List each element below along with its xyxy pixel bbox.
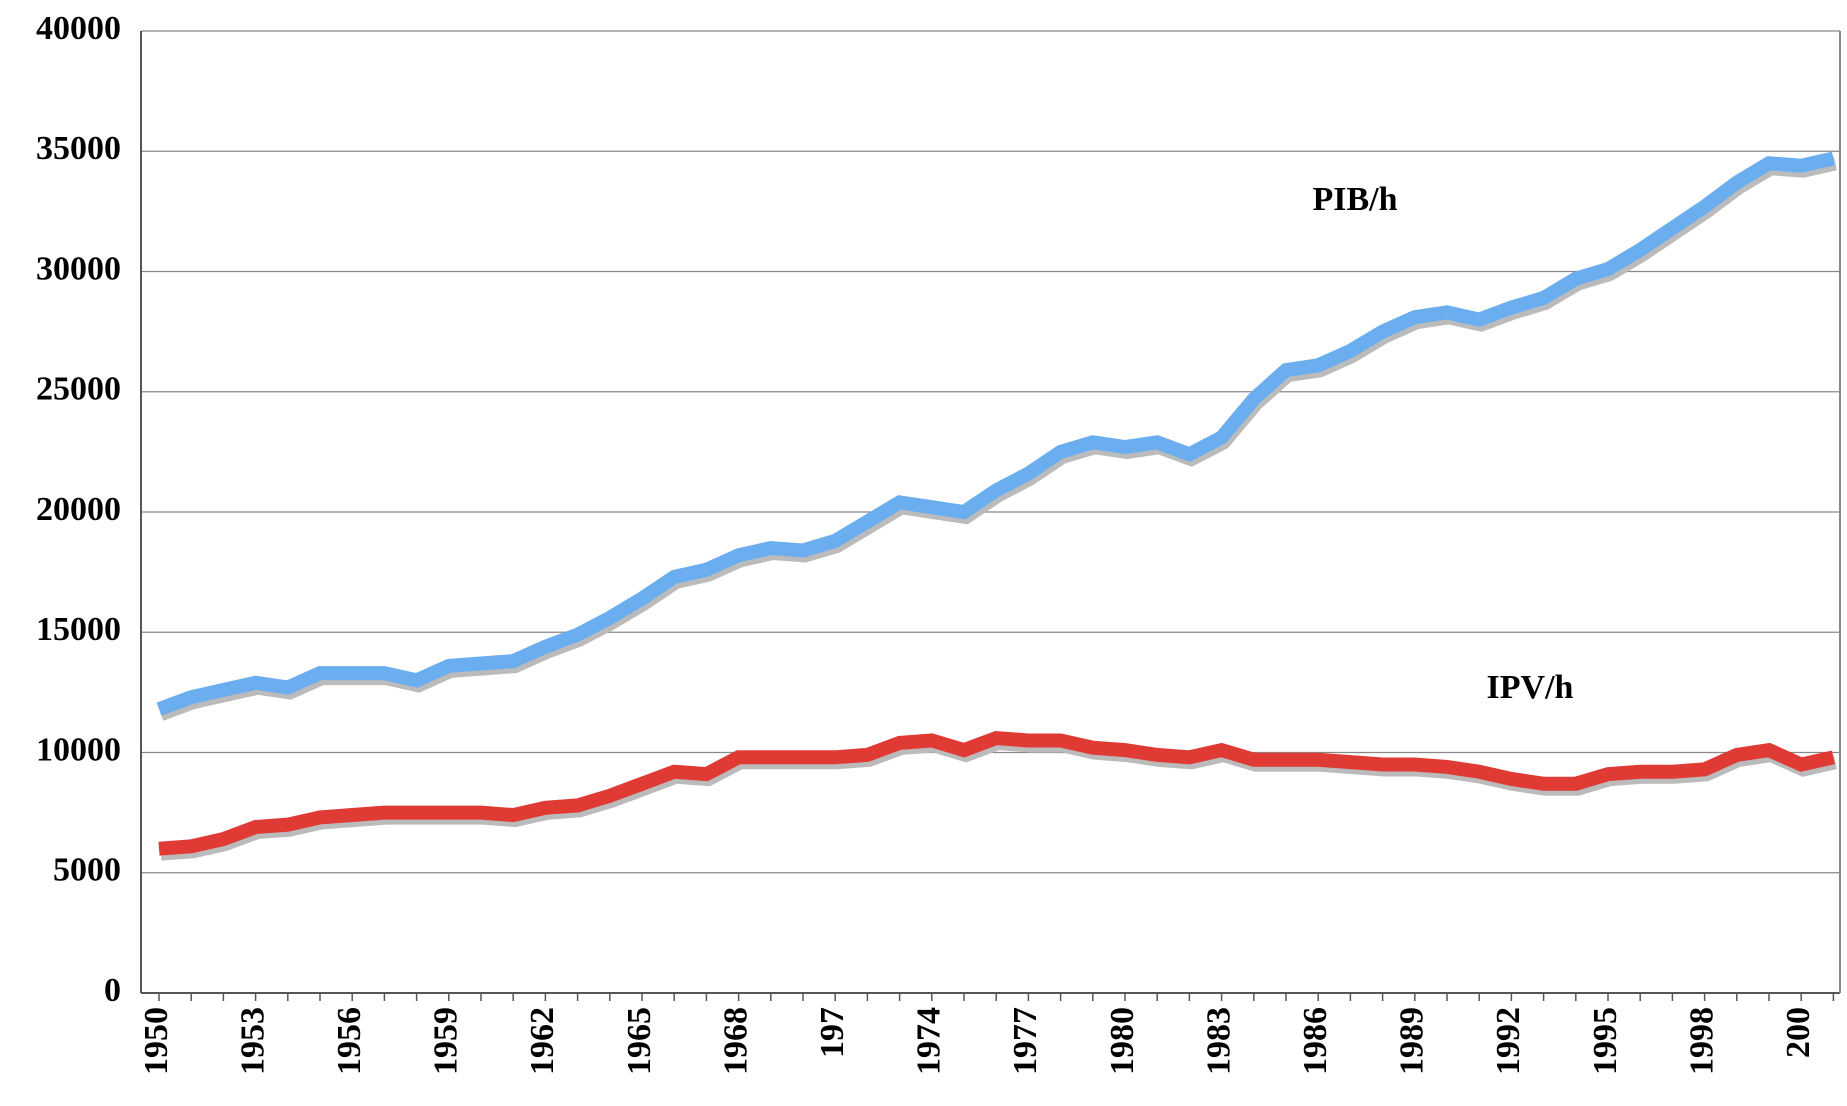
line-shadow [158, 156, 1837, 721]
y-tick-label: 30000 [36, 250, 121, 287]
x-tick-label: 1974 [911, 1007, 948, 1075]
x-tick-label: 1980 [1104, 1007, 1141, 1075]
x-tick-label: 1977 [1007, 1007, 1044, 1075]
x-tick-label: 1992 [1490, 1007, 1527, 1075]
x-tick-label: 1950 [138, 1007, 175, 1075]
x-tick-label: 1956 [331, 1007, 368, 1075]
y-tick-label: 20000 [36, 491, 121, 528]
y-tick-label: 5000 [53, 852, 121, 889]
y-tick-label: 25000 [36, 371, 121, 408]
x-tick-label: 1986 [1297, 1007, 1334, 1075]
x-tick-label: 1995 [1587, 1007, 1624, 1075]
x-tick-label: 1965 [621, 1007, 658, 1075]
x-tick-label: 1989 [1394, 1007, 1431, 1075]
y-tick-label: 15000 [36, 611, 121, 648]
series-label: PIB/h [1312, 181, 1397, 218]
x-tick-label: 1959 [428, 1007, 465, 1075]
x-tick-label: 200 [1780, 1007, 1817, 1058]
x-tick-label: 1968 [717, 1007, 754, 1075]
x-tick-label: 1983 [1200, 1007, 1237, 1075]
x-tick-label: 1962 [524, 1007, 561, 1075]
line-shadow [160, 735, 1837, 861]
y-tick-label: 40000 [36, 10, 121, 47]
line [158, 730, 1835, 856]
series-label: IPV/h [1487, 669, 1574, 706]
y-tick-label: 0 [104, 972, 121, 1009]
x-tick-label: 1998 [1683, 1007, 1720, 1075]
x-tick-label: 1953 [234, 1007, 271, 1075]
x-tick-label: 197 [814, 1007, 851, 1058]
y-tick-label: 35000 [36, 130, 121, 167]
line [156, 151, 1835, 716]
y-tick-label: 10000 [36, 731, 121, 768]
